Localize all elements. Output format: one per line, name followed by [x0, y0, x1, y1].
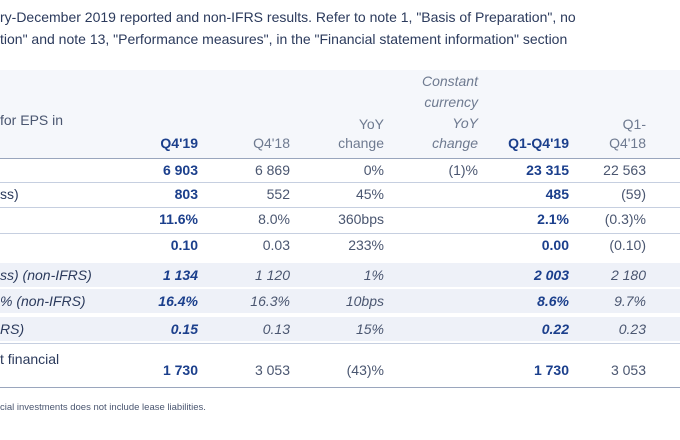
cell-cc [410, 317, 478, 341]
table-row: % (non-IFRS) 16.4% 16.3% 10bps 8.6% 9.7% [0, 289, 680, 313]
cell-fy18: 22 563 [603, 162, 646, 178]
table-row: 0.10 0.03 233% 0.00 (0.10) [0, 233, 680, 259]
row-label: RS) [0, 321, 25, 337]
cell-fy18: (59) [621, 186, 646, 202]
cell-q418: 3 053 [254, 362, 290, 378]
table-row: 11.6% 8.0% 360bps 2.1% (0.3)% [0, 207, 680, 231]
cell-fy19: 8.6% [537, 293, 569, 309]
cell-q419: 11.6% [159, 211, 198, 227]
last-row-label: t financial [0, 350, 59, 368]
header-divider [0, 158, 680, 159]
row-label: % (non-IFRS) [0, 293, 86, 309]
cell-fy19: 485 [545, 186, 569, 202]
cell-cc [410, 289, 478, 313]
cell-q418: 1 120 [254, 267, 290, 283]
cell-fy18: (0.10) [609, 237, 646, 253]
footnote: cial investments does not include lease … [0, 402, 206, 413]
cell-fy19: 0.22 [541, 321, 569, 337]
table-row: ss) 803 552 45% 485 (59) [0, 182, 680, 206]
row-label: ss) (non-IFRS) [0, 267, 92, 283]
header-q418: Q4'18 [253, 135, 290, 151]
row-divider [0, 233, 680, 234]
intro-text: ry-December 2019 reported and non-IFRS r… [0, 6, 680, 50]
cell-yoy: 15% [355, 321, 384, 337]
cell-yoy: 0% [363, 162, 384, 178]
cell-q419: 1 134 [162, 267, 198, 283]
cell-fy19: 0.00 [541, 237, 569, 253]
cell-fy19: 2 003 [533, 267, 569, 283]
header-row-label: for EPS in [0, 112, 64, 128]
cell-cc [410, 207, 478, 231]
cell-q418: 552 [266, 186, 290, 202]
cell-q419: 803 [174, 186, 198, 202]
header-q1q419: Q1-Q4'19 [508, 135, 569, 151]
table-row: 6 903 6 869 0% (1)% 23 315 22 563 [0, 158, 680, 182]
cell-q419: 6 903 [162, 162, 198, 178]
cell-cc [410, 263, 478, 287]
table-row: RS) 0.15 0.13 15% 0.22 0.23 [0, 317, 680, 341]
cell-fy18: 2 180 [610, 267, 646, 283]
last-row-label-line1: t financial [0, 351, 60, 367]
cell-q419: 16.4% [158, 293, 198, 309]
row-divider [0, 182, 680, 183]
cell-yoy: 45% [355, 186, 384, 202]
cell-fy18: 0.23 [618, 321, 646, 337]
cell-yoy: (43)% [346, 362, 384, 378]
cell-cc [410, 233, 478, 257]
header-q1q418-line1: Q1- [622, 116, 646, 132]
cell-yoy: 233% [348, 237, 384, 253]
cell-cc: (1)% [448, 162, 478, 178]
cell-fy18: 9.7% [614, 293, 646, 309]
table-header [0, 70, 680, 158]
cell-fy18: (0.3)% [604, 211, 646, 227]
header-cc-line4: change [432, 135, 478, 151]
cell-q418: 16.3% [250, 293, 290, 309]
intro-line-2: tion" and note 13, "Performance measures… [0, 31, 568, 47]
header-q1q418-line2: Q4'18 [609, 135, 646, 151]
header-cc-line1: Constant [421, 73, 478, 89]
cell-yoy: 360bps [338, 211, 384, 227]
cell-q418: 8.0% [258, 211, 290, 227]
cell-q418: 0.03 [262, 237, 290, 253]
cell-q418: 0.13 [262, 321, 290, 337]
cell-fy18: 3 053 [610, 362, 646, 378]
cell-q419: 0.10 [170, 237, 198, 253]
table-row-last: 1 730 3 053 (43)% 1 730 3 053 [0, 358, 680, 382]
cell-q419: 0.15 [170, 321, 198, 337]
intro-line-1: ry-December 2019 reported and non-IFRS r… [0, 9, 576, 25]
cell-fy19: 1 730 [533, 362, 569, 378]
row-label: ss) [0, 186, 19, 202]
header-yoy-line2: change [338, 135, 384, 151]
cell-yoy: 1% [363, 267, 384, 283]
table-bottom-line [0, 387, 680, 388]
header-q419: Q4'19 [160, 135, 198, 151]
header-cc-line2: currency [424, 94, 478, 110]
table-row: ss) (non-IFRS) 1 134 1 120 1% 2 003 2 180 [0, 263, 680, 287]
header-cc-line3: YoY [452, 115, 478, 131]
cell-q419: 1 730 [162, 362, 198, 378]
cell-yoy: 10bps [345, 293, 384, 309]
cell-q418: 6 869 [254, 162, 290, 178]
cell-fy19: 23 315 [526, 162, 569, 178]
row-divider [0, 207, 680, 208]
cell-cc [410, 182, 478, 206]
header-yoy-line1: YoY [358, 116, 384, 132]
row-divider [0, 343, 680, 344]
cell-fy19: 2.1% [537, 211, 569, 227]
